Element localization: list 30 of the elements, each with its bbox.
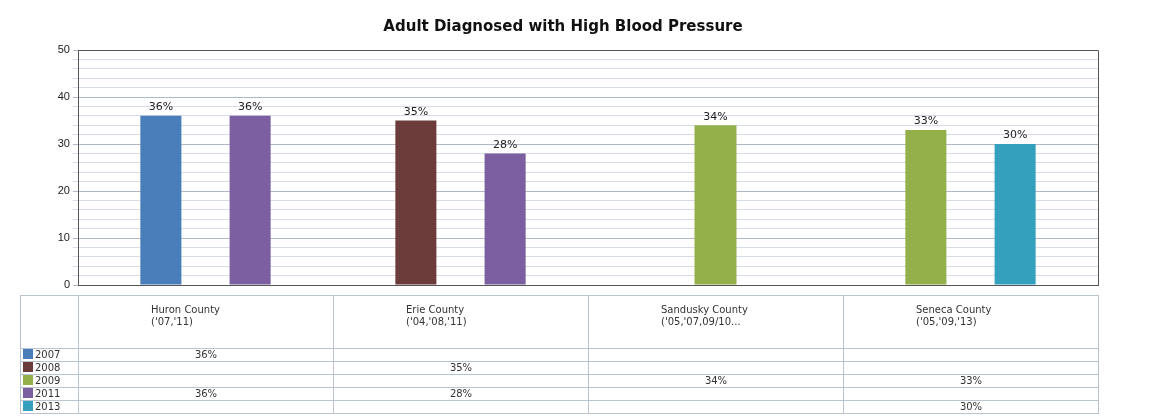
text: 28% [492, 137, 518, 151]
y-tick-label: 40 [57, 90, 70, 103]
text: 30% [959, 401, 983, 412]
y-tick-label: 50 [57, 43, 70, 56]
y-tick-label: 30 [57, 137, 70, 150]
data-label: 28% [333, 387, 589, 401]
text: 33% [913, 114, 939, 128]
data-label: 35% [403, 104, 429, 118]
text: 35% [449, 362, 473, 373]
legend-label: 2011 [20, 387, 79, 401]
chart-title: Adult Diagnosed with High Blood Pressure [383, 16, 743, 35]
legend-label: 2007 [20, 348, 79, 362]
x-tick-label: Seneca County ('05,'09,'13) [916, 304, 993, 328]
y-tick-label: 20 [57, 184, 70, 197]
data-label: 34% [588, 374, 844, 388]
data-label: 33% [843, 374, 1099, 388]
text: 36% [237, 100, 263, 114]
legend-label: 2008 [20, 361, 79, 375]
data-label: 30% [1002, 128, 1028, 142]
data-label: 36% [78, 387, 334, 401]
y-tick-label: 0 [63, 278, 70, 291]
x-tick-label: Huron County ('07,'11) [151, 304, 221, 328]
data-label: 36% [148, 100, 174, 114]
legend-label: 2013 [20, 400, 79, 414]
y-tick-label: 10 [57, 231, 70, 244]
text: 34% [703, 109, 728, 123]
text: 36% [194, 349, 218, 360]
x-tick-label: Sandusky County ('05,'07,09/10... [661, 304, 749, 328]
x-tick-label: Erie County ('04,'08,'11) [406, 304, 468, 328]
legend-label: 2009 [20, 374, 79, 388]
